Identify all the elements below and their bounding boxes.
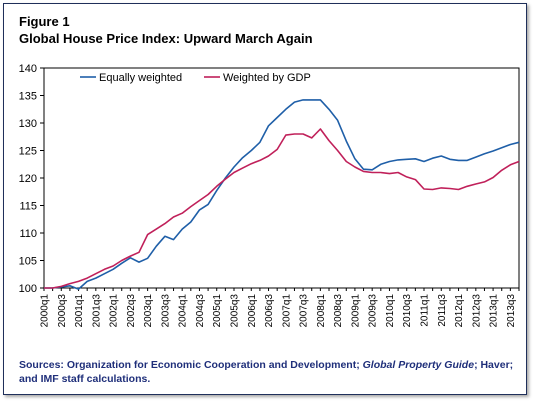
x-tick-label: 2008q1 <box>316 294 327 328</box>
x-tick-label: 2008q3 <box>333 294 344 328</box>
y-tick-label: 110 <box>19 228 37 240</box>
series-line-weighted-by-gdp <box>44 128 520 289</box>
x-tick-label: 2003q3 <box>160 294 171 328</box>
x-tick-label: 2011q3 <box>437 294 448 327</box>
figure-label: Figure 1 <box>19 14 70 29</box>
x-tick-label: 2005q1 <box>212 294 223 328</box>
x-tick-label: 2001q3 <box>91 294 102 328</box>
y-tick-label: 100 <box>19 283 37 295</box>
x-tick-label: 2003q1 <box>143 294 154 328</box>
x-tick-label: 2009q1 <box>350 294 361 328</box>
x-tick-label: 2009q3 <box>368 294 379 328</box>
x-tick-label: 2012q1 <box>454 294 465 328</box>
x-tick-label: 2006q3 <box>264 294 275 328</box>
source-text-1: Sources: Organization for Economic Coope… <box>19 359 363 371</box>
chart-title: Global House Price Index: Upward March A… <box>19 31 313 46</box>
y-tick-label: 140 <box>19 63 37 75</box>
x-tick-label: 2000q1 <box>40 294 51 328</box>
y-tick-label: 125 <box>19 146 37 158</box>
x-tick-label: 2001q1 <box>74 294 85 328</box>
x-tick-label: 2010q3 <box>402 294 413 328</box>
source-text-2: ; Haver; and IMF staff calculations. <box>19 359 514 385</box>
legend-label: Equally weighted <box>99 72 182 84</box>
x-tick-label: 2002q3 <box>126 294 137 328</box>
y-tick-label: 105 <box>19 256 37 268</box>
x-tick-label: 2010q1 <box>385 294 396 328</box>
x-tick-label: 2012q3 <box>471 294 482 328</box>
x-tick-label: 2005q3 <box>230 294 241 328</box>
x-tick-label: 2006q1 <box>247 294 258 328</box>
x-tick-label: 2013q1 <box>489 294 500 328</box>
source-note: Sources: Organization for Economic Coope… <box>19 358 519 386</box>
source-italic: Global Property Guide <box>362 359 475 371</box>
series-line-equally-weighted <box>44 99 520 290</box>
y-tick-label: 130 <box>19 118 37 130</box>
x-tick-label: 2007q3 <box>299 294 310 328</box>
y-tick-label: 120 <box>19 173 37 185</box>
x-tick-label: 2004q3 <box>195 294 206 328</box>
x-tick-label: 2007q1 <box>281 294 292 328</box>
x-tick-label: 2002q1 <box>109 294 120 328</box>
plot-area-border <box>43 67 520 289</box>
x-tick-label: 2004q1 <box>178 294 189 328</box>
series-lines <box>44 99 520 290</box>
y-tick-label: 115 <box>19 201 37 213</box>
axes: 100 105 110 115 120 125 130 135 140 2000q1 2000q3 2… <box>19 63 520 328</box>
legend-label: Weighted by GDP <box>223 72 311 84</box>
x-tick-label: 2000q3 <box>57 294 68 328</box>
x-tick-label: 2013q3 <box>506 294 517 328</box>
y-tick-label: 135 <box>19 91 37 103</box>
x-tick-label: 2011q1 <box>420 294 431 327</box>
legend: Equally weighted Weighted by GDP <box>80 72 311 84</box>
